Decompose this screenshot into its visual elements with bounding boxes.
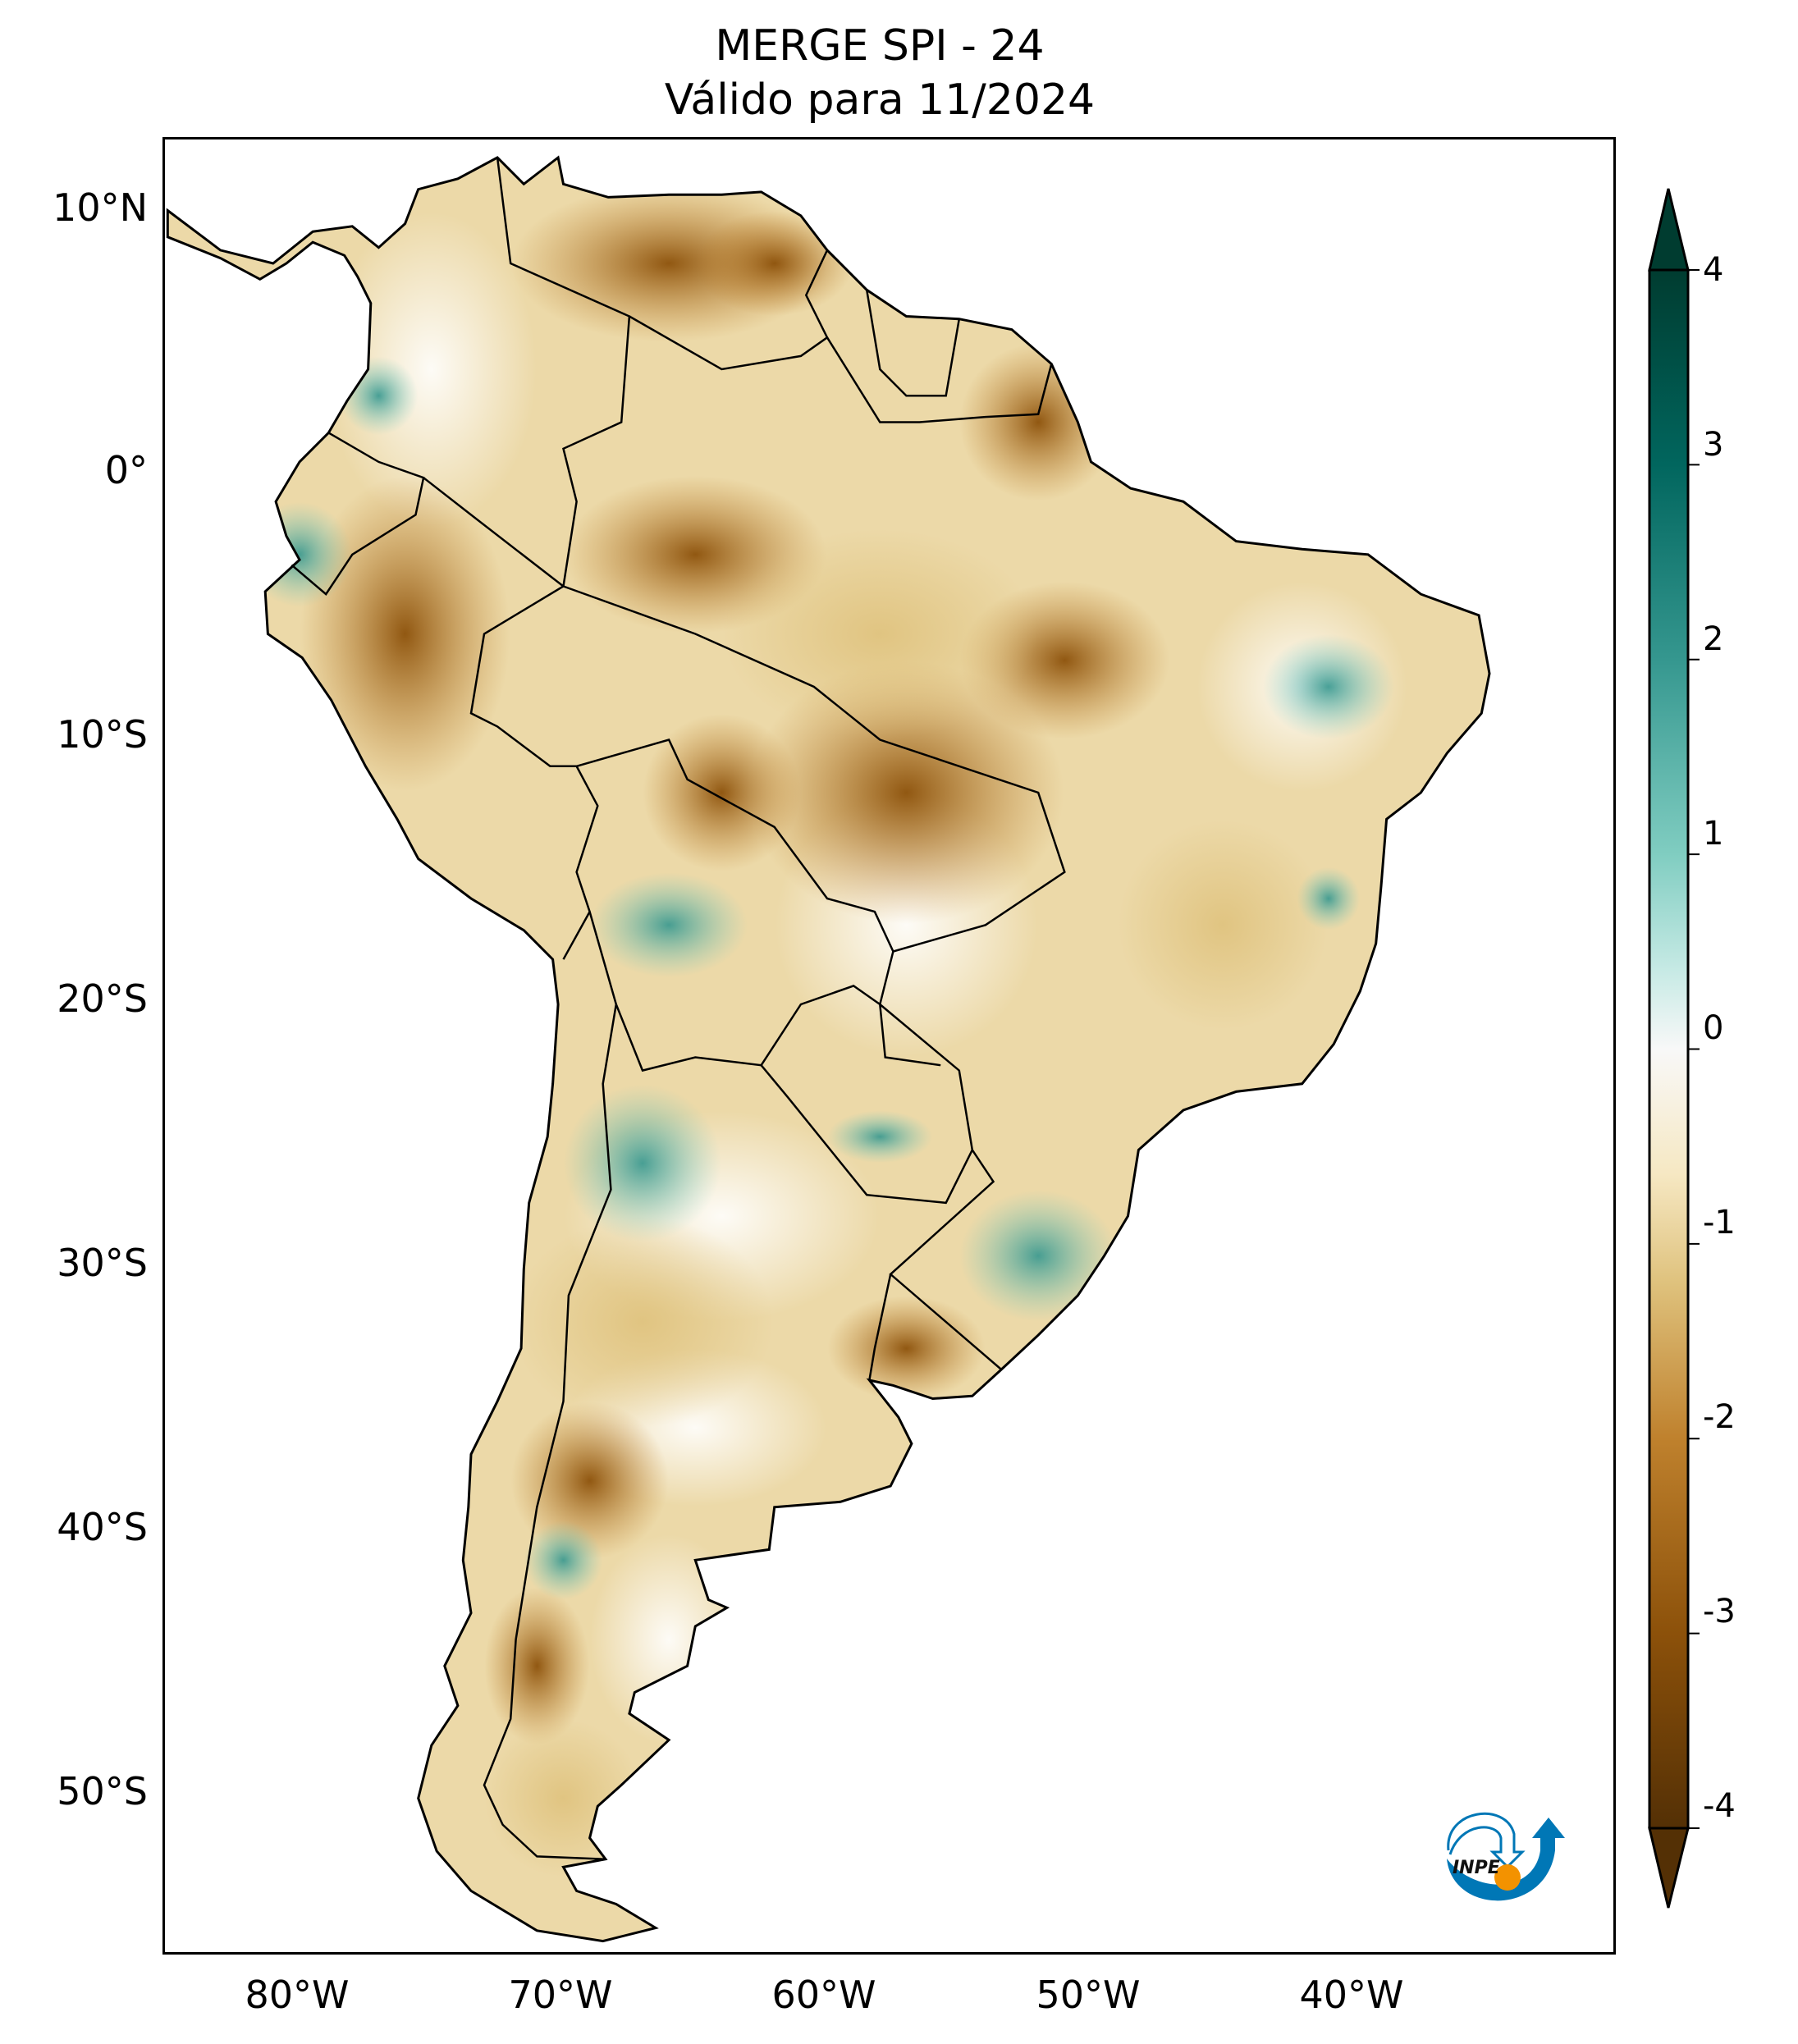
coastline [166, 155, 1491, 1943]
spi-anomaly-region [827, 1110, 933, 1164]
country-border [423, 477, 599, 960]
colorbar-tick-label: 4 [1703, 251, 1724, 289]
country-border [865, 290, 961, 397]
spi-anomaly-region [510, 1402, 669, 1560]
colorbar-tick-label: 0 [1703, 1009, 1724, 1047]
spi-anomaly-region [563, 1084, 721, 1242]
spi-anomaly-region [524, 1520, 603, 1600]
spi-anomaly-region [247, 501, 352, 607]
country-border [483, 1004, 618, 1860]
spi-anomaly-region [590, 1534, 748, 1744]
spi-anomaly-region [959, 1190, 1118, 1322]
spi-field [167, 158, 1489, 1941]
country-border [879, 1004, 941, 1067]
lon-label: 40°W [1299, 1973, 1404, 2017]
colorbar-min-extend [1648, 1827, 1690, 1909]
country-border [291, 432, 425, 596]
spi-map [166, 155, 1491, 1943]
colorbar-tick-label: 1 [1703, 815, 1724, 853]
spi-anomaly-region [1118, 820, 1329, 1031]
lat-label: 0° [104, 448, 148, 492]
country-borders [291, 157, 1066, 1860]
inpe-logo: INPE [1447, 1812, 1565, 1901]
colorbar-tick-label: 3 [1703, 426, 1724, 464]
country-border [826, 336, 1053, 423]
spi-anomaly-region [590, 872, 748, 978]
lon-label: 80°W [245, 1973, 350, 2017]
spi-anomaly-region [1262, 634, 1394, 739]
spi-anomaly-region [484, 1719, 643, 1877]
country-border [588, 911, 881, 1072]
spi-anomaly-region [643, 714, 801, 871]
map-frame [162, 137, 1616, 1955]
spi-anomaly-region [695, 211, 853, 316]
lat-label: 50°S [57, 1769, 148, 1813]
country-border [496, 157, 631, 587]
lon-label: 70°W [508, 1973, 613, 2017]
colorbar-tick-label: -4 [1703, 1787, 1736, 1825]
map-subtitle: Válido para 11/2024 [664, 75, 1096, 125]
country-border [563, 585, 1066, 1370]
spi-anomaly-region [1297, 867, 1361, 931]
spi-anomaly-region [722, 528, 1038, 739]
spi-anomaly-region [959, 343, 1118, 501]
spi-anomaly-region [827, 1296, 986, 1402]
country-border [760, 1064, 973, 1205]
spi-anomaly-region [510, 1217, 774, 1427]
country-border [629, 249, 829, 371]
colorbar-tick-label: -2 [1703, 1398, 1736, 1436]
lat-label: 40°S [57, 1505, 148, 1549]
svg-text:INPE: INPE [1453, 1858, 1500, 1878]
lon-label: 60°W [771, 1973, 876, 2017]
lat-label: 10°S [57, 712, 148, 757]
lat-label: 20°S [57, 976, 148, 1021]
colorbar-tick-label: -1 [1703, 1204, 1736, 1241]
lat-label: 10°N [53, 185, 148, 230]
lon-label: 50°W [1036, 1973, 1141, 2017]
country-border [576, 738, 894, 953]
colorbar-tick-label: -3 [1703, 1593, 1736, 1630]
spi-anomaly-region [326, 212, 537, 527]
colorbar-max-extend [1648, 188, 1690, 272]
colorbar-tick-label: 2 [1703, 620, 1724, 658]
colorbar [1648, 188, 1700, 1909]
lat-label: 30°S [57, 1241, 148, 1285]
country-border [868, 1273, 892, 1381]
map-title: MERGE SPI - 24 [715, 21, 1045, 71]
